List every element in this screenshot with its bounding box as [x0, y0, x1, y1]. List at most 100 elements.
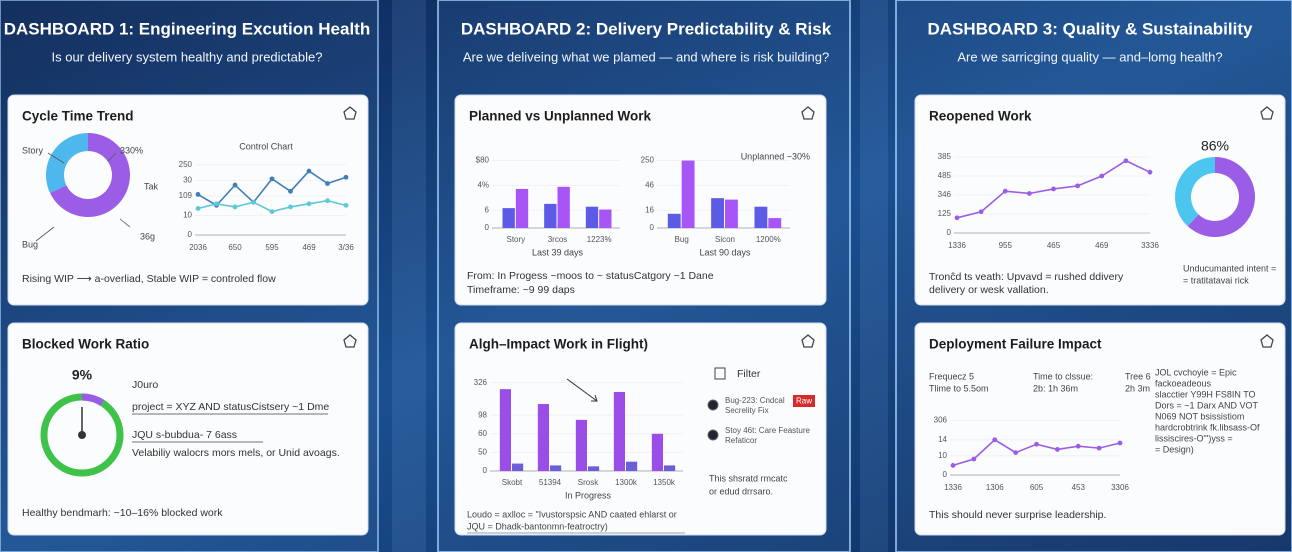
- card: Cycle Time Trend Story 330% Tak Bug 36g Contro…: [7, 94, 369, 306]
- point: [1002, 188, 1008, 194]
- y-tick-label: 0: [485, 223, 490, 232]
- dashboard-subtitle: Are we sarricging quality — and–lomg hea…: [957, 49, 1222, 64]
- card-title: Algh–Impact Work in Flight): [469, 337, 648, 352]
- point: [325, 198, 330, 204]
- bar: [515, 188, 529, 228]
- y-tick-label: 485: [938, 171, 952, 180]
- card-title: Reopened Work: [929, 109, 1032, 124]
- card: Planned vs Unplanned Work 0 6 4% $80 Story 3rc…: [454, 94, 827, 306]
- y-tick-label: 125: [938, 209, 952, 218]
- item-text: Refaticor: [725, 436, 757, 445]
- x-tick-label: 1306: [986, 483, 1004, 492]
- point: [269, 176, 275, 182]
- x-tick-label: Srosk: [578, 478, 599, 487]
- card-icon: [1260, 334, 1274, 348]
- y-tick-label: 0: [188, 230, 193, 239]
- item-text: Secrelity Fix: [725, 406, 769, 415]
- point: [954, 215, 960, 221]
- item-icon: [707, 399, 719, 411]
- card-background: [454, 94, 827, 306]
- x-tick-label: 595: [265, 243, 279, 252]
- bar: [626, 461, 638, 471]
- bar: [544, 203, 557, 228]
- card: Deployment Failure Impact Frequecz 5 Tlime…: [914, 322, 1286, 536]
- y-tick-label: 250: [179, 160, 193, 169]
- point: [1117, 440, 1123, 446]
- point: [306, 168, 312, 174]
- dashboard-title: DASHBOARD 1: Engineering Excution Health: [4, 19, 370, 38]
- point: [195, 192, 201, 197]
- leader-line: [47, 152, 65, 164]
- query-line: Loudo = axlloc = "Ivustorspsic AND caate…: [467, 509, 677, 519]
- donut-segment: [1187, 157, 1255, 238]
- badge: [793, 395, 815, 407]
- bar: [651, 433, 663, 471]
- x-axis-label: In Progress: [565, 490, 612, 500]
- y-tick-label: 4%: [477, 181, 489, 190]
- bar: [550, 465, 562, 471]
- arrow: [566, 378, 598, 402]
- y-tick-label: 385: [938, 152, 952, 161]
- side-note: Unducumanted intent =: [1183, 263, 1276, 273]
- x-tick-label: 469: [1095, 241, 1109, 250]
- query-line: Velabiliy walocrs mors mels, or Unid avo…: [132, 447, 340, 459]
- dashboard-subtitle: Are we deliveing what we plamed — and wh…: [463, 49, 829, 64]
- dashboard-title: DASHBOARD 2: Delivery Predictability & R…: [461, 19, 832, 38]
- item-text: Bug-223: Cndcal: [725, 396, 785, 405]
- query-line: N069 NOT bsissistiom: [1155, 411, 1244, 421]
- bar: [725, 199, 738, 228]
- point: [1054, 447, 1060, 452]
- x-tick-label: 51394: [539, 478, 562, 487]
- glow: [392, 0, 426, 552]
- y-tick-label: 346: [938, 190, 952, 199]
- caption: delivery or wesk vallation.: [929, 284, 1049, 296]
- filter[interactable]: Filter: [737, 368, 761, 380]
- point: [1034, 441, 1039, 447]
- donut-label: Tak: [144, 181, 159, 191]
- card-background: [914, 94, 1286, 306]
- x-tick-label: 1336: [948, 241, 966, 250]
- card: Algh–Impact Work in Flight) 0 50 60 98 326 Sko…: [454, 322, 827, 536]
- y-tick-label: 6: [485, 205, 490, 214]
- point: [950, 463, 956, 468]
- card-title: Deployment Failure Impact: [929, 337, 1102, 352]
- donut-segment: [45, 133, 88, 193]
- caption: Timeframe: ~9 99 daps: [467, 284, 575, 296]
- y-tick-label: 14: [938, 435, 947, 444]
- card-background: [454, 322, 827, 536]
- query-line: Dors = ~1 Darx AND VOT: [1155, 400, 1259, 410]
- point: [1099, 173, 1105, 179]
- x-tick-label: 465: [1047, 241, 1061, 250]
- y-tick-label: 30: [183, 176, 192, 185]
- x-tick-label: Sicon: [715, 235, 735, 244]
- bar: [537, 404, 549, 471]
- query-line: slacctier Y99H FS8IN TO: [1155, 389, 1256, 399]
- point: [1013, 450, 1019, 455]
- x-tick-label: Bug: [675, 235, 689, 244]
- x-tick-label: 3rcos: [548, 235, 568, 244]
- point: [1026, 191, 1032, 196]
- y-tick-label: 46: [645, 181, 654, 190]
- x-axis-label: Last 90 days: [699, 247, 751, 257]
- stat: Tree 6: [1125, 371, 1151, 381]
- stat: Tlime to 5.5om: [929, 383, 989, 393]
- query-line: hardcrobtrink fk.libsass-Of: [1155, 422, 1260, 432]
- point: [232, 182, 238, 188]
- x-tick-label: 2036: [189, 243, 207, 252]
- point: [343, 174, 349, 180]
- donut-label: 36g: [140, 231, 155, 241]
- bar: [502, 208, 515, 228]
- point: [195, 206, 201, 211]
- stat: 2h 3m: [1125, 383, 1150, 393]
- bar: [664, 465, 676, 471]
- x-tick-label: 1300k: [615, 478, 638, 487]
- bar: [585, 206, 599, 228]
- point: [269, 209, 275, 214]
- x-tick-label: 605: [1030, 483, 1044, 492]
- x-tick-label: Skobt: [502, 478, 523, 487]
- x-tick-label: 1223%: [587, 235, 612, 244]
- card-title: Cycle Time Trend: [22, 109, 134, 124]
- query-line: J0uro: [132, 379, 158, 391]
- glow: [860, 0, 888, 552]
